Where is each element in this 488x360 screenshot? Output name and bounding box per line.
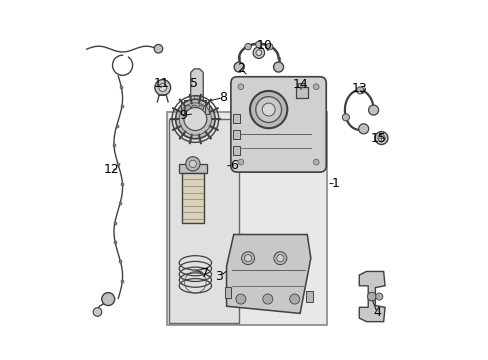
Circle shape (102, 293, 115, 306)
Text: 7: 7 (201, 267, 209, 280)
Circle shape (238, 159, 244, 165)
Bar (224, 287, 231, 298)
Bar (204, 103, 208, 114)
Circle shape (189, 160, 196, 167)
Bar (296, 87, 307, 98)
Circle shape (276, 255, 284, 262)
Text: 4: 4 (372, 306, 380, 319)
Text: 10: 10 (256, 39, 272, 52)
Circle shape (262, 294, 272, 304)
Text: 14: 14 (292, 78, 307, 91)
Bar (233, 146, 240, 155)
Circle shape (159, 84, 166, 91)
Text: 11: 11 (154, 77, 169, 90)
Text: 9: 9 (179, 109, 187, 122)
Circle shape (255, 50, 261, 55)
Circle shape (191, 105, 197, 111)
Text: 8: 8 (219, 91, 226, 104)
Polygon shape (226, 234, 310, 314)
Bar (233, 114, 240, 123)
Circle shape (367, 292, 375, 301)
Text: 12: 12 (103, 163, 119, 176)
Circle shape (184, 105, 190, 111)
Bar (233, 130, 240, 139)
Circle shape (313, 159, 319, 165)
Circle shape (253, 47, 264, 58)
Circle shape (198, 105, 203, 111)
Circle shape (356, 87, 363, 94)
Bar (179, 164, 206, 173)
Circle shape (255, 96, 281, 122)
Circle shape (273, 252, 286, 265)
Circle shape (375, 293, 382, 300)
Circle shape (273, 62, 283, 72)
Circle shape (175, 99, 215, 139)
Circle shape (154, 44, 163, 53)
Circle shape (238, 84, 244, 90)
FancyBboxPatch shape (230, 77, 325, 172)
Bar (180, 103, 184, 114)
Text: 15: 15 (370, 132, 386, 145)
Polygon shape (190, 69, 203, 101)
Polygon shape (359, 271, 384, 321)
Circle shape (235, 294, 245, 304)
Text: 6: 6 (229, 159, 237, 172)
Circle shape (377, 134, 384, 141)
Circle shape (266, 44, 272, 50)
Circle shape (262, 103, 275, 116)
Bar (305, 291, 312, 302)
Text: 1: 1 (331, 177, 339, 190)
Text: 13: 13 (351, 82, 366, 95)
Circle shape (244, 44, 251, 50)
Circle shape (244, 255, 251, 262)
Text: 3: 3 (215, 270, 223, 283)
Text: 5: 5 (190, 77, 198, 90)
Circle shape (374, 132, 387, 144)
Bar (183, 100, 205, 116)
Circle shape (255, 41, 262, 48)
Circle shape (234, 62, 244, 72)
Bar (169, 119, 239, 323)
Circle shape (342, 114, 349, 121)
Circle shape (313, 84, 319, 90)
Circle shape (249, 91, 287, 128)
Circle shape (358, 124, 368, 134)
Text: 2: 2 (237, 62, 244, 75)
Circle shape (93, 308, 102, 316)
Bar (182, 173, 203, 223)
Circle shape (185, 157, 200, 171)
Circle shape (368, 105, 378, 115)
Bar (298, 83, 305, 87)
Circle shape (289, 294, 299, 304)
Circle shape (241, 252, 254, 265)
Circle shape (155, 80, 170, 95)
Bar (167, 112, 326, 325)
Circle shape (183, 108, 206, 131)
Circle shape (194, 95, 200, 101)
